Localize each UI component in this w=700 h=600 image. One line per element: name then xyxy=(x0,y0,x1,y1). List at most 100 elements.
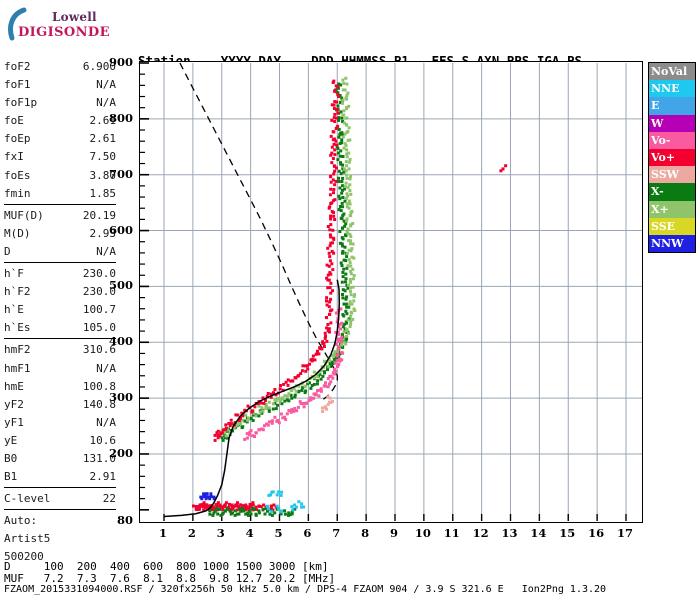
legend-item-e[interactable]: E xyxy=(649,97,695,115)
param-row: h`F2 230.0 xyxy=(4,283,116,301)
param-divider xyxy=(4,509,116,511)
param-value: 22 xyxy=(102,492,116,506)
x-tick-label: 8 xyxy=(361,526,370,540)
param-value: N/A xyxy=(96,96,116,110)
param-row: B0 131.0 xyxy=(4,450,116,468)
series-vo-pink- xyxy=(243,307,345,441)
param-key: B0 xyxy=(4,451,18,465)
param-value: 140.8 xyxy=(82,397,116,411)
param-row: foE 2.61 xyxy=(4,112,116,130)
legend-item-nnw[interactable]: NNW xyxy=(649,234,695,253)
y-tick-label: 900 xyxy=(108,55,133,69)
param-value: 100.8 xyxy=(82,379,116,393)
param-divider xyxy=(4,487,116,489)
param-row: D N/A xyxy=(4,243,116,261)
param-row: foF1 N/A xyxy=(4,76,116,94)
series-isolated-vo-echo xyxy=(499,164,508,173)
legend-item-x-[interactable]: X+ xyxy=(649,200,695,218)
auto-scaler-line: Artist5 xyxy=(4,532,51,546)
x-tick-label: 15 xyxy=(559,526,576,540)
x-tick-label: 7 xyxy=(332,526,341,540)
autoscaled-parameters-panel: foF2 6.900 foF1 N/A foF1p N/A foE 2.61 foEp 2.61 f… xyxy=(4,58,116,567)
param-key: fmin xyxy=(4,186,31,200)
series-nnw-blue-markers xyxy=(199,492,216,501)
true-height-profile-curve xyxy=(163,279,341,518)
param-value: 100.7 xyxy=(82,303,116,317)
param-row: foF1p N/A xyxy=(4,94,116,112)
param-divider xyxy=(4,203,116,205)
x-tick-label: 10 xyxy=(414,526,431,540)
param-key: yF2 xyxy=(4,397,24,411)
param-key: C-level xyxy=(4,492,51,506)
legend-item-vo-[interactable]: Vo- xyxy=(649,131,695,149)
param-value: 20.19 xyxy=(82,208,116,222)
y-tick-label: 700 xyxy=(108,166,133,181)
x-tick-label: 4 xyxy=(245,526,254,540)
param-value: 2.93 xyxy=(89,226,117,240)
param-row: hmE 100.8 xyxy=(4,378,116,396)
param-value: 310.6 xyxy=(82,343,116,357)
x-axis-ticks xyxy=(163,514,627,521)
param-row: foEs 3.80 xyxy=(4,167,116,185)
param-key: yF1 xyxy=(4,415,24,429)
ionogram-plot[interactable] xyxy=(139,61,643,523)
param-value: 2.61 xyxy=(89,132,117,146)
param-value: 6.900 xyxy=(82,60,116,73)
param-value: 105.0 xyxy=(82,321,116,335)
x-tick-label: 6 xyxy=(303,526,312,540)
param-key: h`Es xyxy=(4,321,31,335)
series-vo-crimson-ordinary- xyxy=(213,79,341,442)
param-row: yF1 N/A xyxy=(4,414,116,432)
y-tick-label: 600 xyxy=(108,222,133,237)
y-tick-label: 500 xyxy=(108,278,133,293)
lowell-digisonde-logo: Lowell DIGISONDE xyxy=(6,6,118,46)
param-key: foEs xyxy=(4,168,31,182)
series-nne-blue-markers xyxy=(265,490,306,514)
param-key: h`F xyxy=(4,267,24,281)
param-row: fxI 7.50 xyxy=(4,148,116,166)
param-row: yF2 140.8 xyxy=(4,396,116,414)
param-key: yE xyxy=(4,433,18,447)
legend-item-ssw[interactable]: SSW xyxy=(649,166,695,184)
param-row: C-level 22 xyxy=(4,490,116,508)
y-tick-label: 300 xyxy=(108,390,133,405)
x-tick-label: 14 xyxy=(530,526,547,540)
footer-file-info: FZAOM_2015331094000.RSF / 320fx256h 50 k… xyxy=(4,584,607,595)
x-tick-label: 3 xyxy=(216,526,225,540)
logo-lowell-text: Lowell xyxy=(52,10,97,24)
footer-distance-row: D 100 200 400 600 800 1000 1500 3000 [km… xyxy=(4,560,329,573)
param-value: 1.85 xyxy=(89,186,117,200)
param-divider xyxy=(4,338,116,340)
param-key: foF2 xyxy=(4,60,31,73)
legend-item-nne[interactable]: NNE xyxy=(649,80,695,98)
param-row: B1 2.91 xyxy=(4,468,116,486)
x-tick-label: 11 xyxy=(443,526,460,540)
logo-digisonde-text: DIGISONDE xyxy=(18,25,110,40)
legend-item-vo-[interactable]: Vo+ xyxy=(649,148,695,167)
param-key: h`F2 xyxy=(4,285,31,299)
param-value: N/A xyxy=(96,244,116,258)
ionogram-canvas[interactable] xyxy=(140,62,642,522)
x-tick-label: 5 xyxy=(274,526,283,540)
param-key: foF1 xyxy=(4,78,31,92)
param-value: 7.50 xyxy=(89,150,117,164)
param-key: M(D) xyxy=(4,226,31,240)
param-key: foE xyxy=(4,114,24,128)
footer-muf-row: MUF 7.2 7.3 7.6 8.1 8.8 9.8 12.7 20.2 [M… xyxy=(4,572,336,585)
y-tick-label: 200 xyxy=(108,445,133,460)
param-row: fmin 1.85 xyxy=(4,185,116,203)
legend-item-w[interactable]: W xyxy=(649,114,695,132)
auto-scaler-line: 500200 xyxy=(4,550,44,564)
legend-item-noval[interactable]: NoVal xyxy=(649,63,695,81)
param-value: 10.6 xyxy=(89,433,117,447)
legend-item-sse[interactable]: SSE xyxy=(649,217,695,235)
legend-item-x-[interactable]: X- xyxy=(649,183,695,201)
param-value: 230.0 xyxy=(82,267,116,281)
polarization-legend: NoVal NNE E W Vo- Vo+ SSW X- X+ SSE NNW xyxy=(648,62,696,254)
x-tick-label: 12 xyxy=(472,526,489,540)
param-key: h`E xyxy=(4,303,24,317)
param-key: MUF(D) xyxy=(4,208,44,222)
x-tick-label: 13 xyxy=(501,526,518,540)
param-key: foEp xyxy=(4,132,31,146)
param-value: 2.61 xyxy=(89,114,117,128)
